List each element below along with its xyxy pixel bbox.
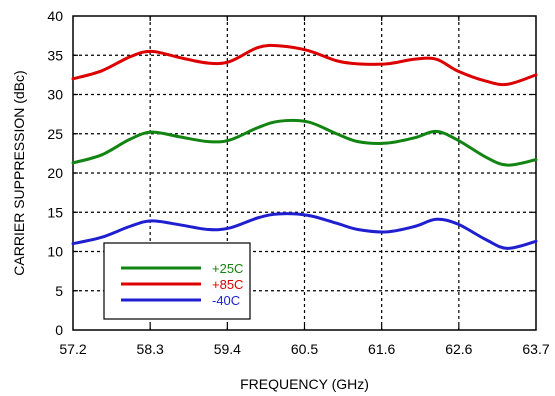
x-tick-label: 60.5 <box>291 341 318 357</box>
x-tick-label: 57.2 <box>59 341 86 357</box>
series-line-plus85c <box>71 43 538 87</box>
x-tick-label: 58.3 <box>137 341 164 357</box>
x-tick-label: 63.7 <box>522 341 549 357</box>
y-tick-label: 5 <box>55 283 63 299</box>
grid <box>73 16 536 330</box>
series-line-minus40c <box>71 212 538 250</box>
x-axis-ticks: 57.2 58.3 59.4 60.5 61.6 62.6 63.7 <box>59 16 550 357</box>
legend-box <box>103 242 251 320</box>
y-tick-label: 40 <box>47 8 63 24</box>
y-tick-label: 25 <box>47 126 63 142</box>
legend-label: -40C <box>212 293 240 308</box>
x-tick-label: 62.6 <box>445 341 472 357</box>
x-tick-label: 61.6 <box>368 341 395 357</box>
series-lines <box>71 43 538 250</box>
series-line-plus25c <box>71 118 538 167</box>
y-tick-label: 15 <box>47 204 63 220</box>
y-axis-ticks: 0 5 10 15 20 25 30 35 40 <box>47 8 536 338</box>
legend-label: +85C <box>212 277 243 292</box>
y-axis-label: CARRIER SUPPRESSION (dBc) <box>11 70 27 275</box>
y-tick-label: 30 <box>47 87 63 103</box>
y-tick-label: 10 <box>47 244 63 260</box>
x-axis-label: FREQUENCY (GHz) <box>240 376 369 392</box>
x-tick-label: 59.4 <box>214 341 241 357</box>
y-tick-label: 0 <box>55 322 63 338</box>
legend-label: +25C <box>212 261 243 276</box>
y-tick-label: 20 <box>47 165 63 181</box>
legend: +25C+85C-40C <box>103 242 251 320</box>
y-tick-label: 35 <box>47 47 63 63</box>
